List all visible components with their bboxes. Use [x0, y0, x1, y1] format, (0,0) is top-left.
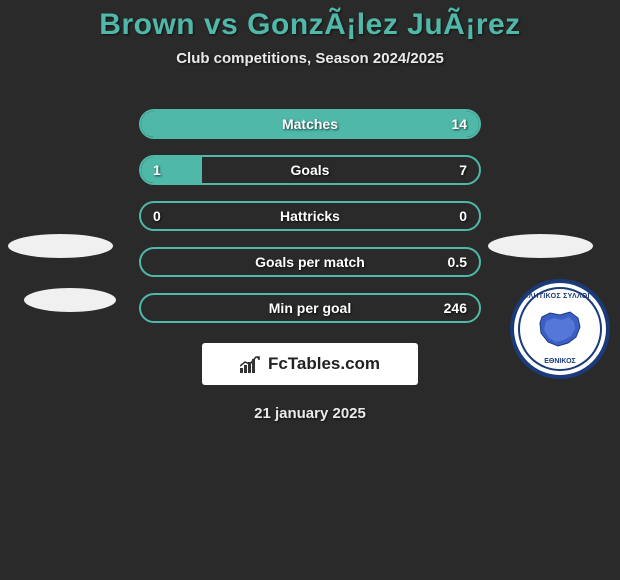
stat-row: 0 Hattricks 0: [139, 201, 481, 231]
badge-text-bottom: ΕΘΝΙΚΟΣ: [544, 358, 576, 365]
stat-label: Goals per match: [255, 254, 365, 270]
player-right-avatar-placeholder: [488, 234, 593, 258]
stat-label: Matches: [282, 116, 338, 132]
chart-icon: [240, 355, 262, 373]
comparison-infographic: Brown vs GonzÃ¡lez JuÃ¡rez Club competit…: [0, 0, 620, 422]
stat-label: Min per goal: [269, 300, 351, 316]
stat-right-value: 0.5: [447, 254, 467, 270]
stat-label: Hattricks: [280, 208, 340, 224]
attribution-text: FcTables.com: [268, 354, 380, 374]
stat-label: Goals: [291, 162, 330, 178]
stat-row: 1 Goals 7: [139, 155, 481, 185]
stats-area: ΑΘΛΗΤΙΚΟΣ ΣΥΛΛΟΓΟΣ ΕΘΝΙΚΟΣ Matches141Goa…: [0, 109, 620, 323]
stat-row: Goals per match 0.5: [139, 247, 481, 277]
date-label: 21 january 2025: [254, 405, 366, 422]
stat-right-value: 0: [447, 208, 467, 224]
stat-right-value: 14: [447, 116, 467, 132]
subtitle: Club competitions, Season 2024/2025: [176, 50, 444, 67]
stat-left-value: 0: [153, 208, 173, 224]
club-badge: ΑΘΛΗΤΙΚΟΣ ΣΥΛΛΟΓΟΣ ΕΘΝΙΚΟΣ: [510, 279, 610, 379]
player-left-avatar-placeholder-2: [24, 288, 116, 312]
attribution-box: FcTables.com: [202, 343, 418, 385]
stat-right-value: 7: [447, 162, 467, 178]
page-title: Brown vs GonzÃ¡lez JuÃ¡rez: [99, 8, 520, 42]
badge-map-icon: [536, 309, 584, 349]
stat-left-value: 1: [153, 162, 173, 178]
stat-right-value: 246: [444, 300, 467, 316]
stat-row: Min per goal 246: [139, 293, 481, 323]
stat-row: Matches 14: [139, 109, 481, 139]
badge-text-top: ΑΘΛΗΤΙΚΟΣ ΣΥΛΛΟΓΟΣ: [518, 293, 602, 300]
player-left-avatar-placeholder-1: [8, 234, 113, 258]
